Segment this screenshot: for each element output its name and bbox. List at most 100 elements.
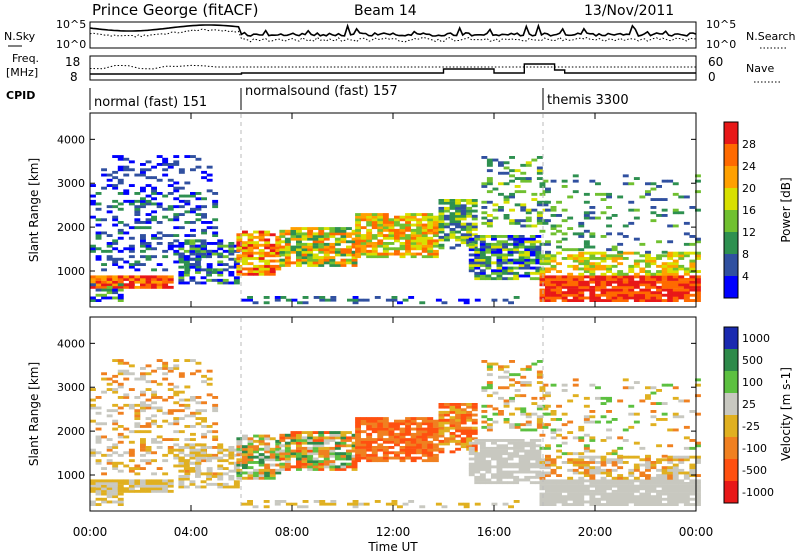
power-cell — [151, 278, 157, 281]
power-cell — [449, 204, 456, 208]
power-cell — [156, 236, 163, 240]
power-cell — [471, 225, 478, 229]
velocity-cell — [167, 451, 174, 455]
power-colorbar-tick-5: 8 — [742, 248, 749, 261]
power-cell — [509, 156, 515, 159]
power-cell — [509, 219, 515, 223]
power-cell — [206, 271, 212, 274]
velocity-cell — [622, 386, 629, 390]
power-cell — [394, 228, 400, 232]
power-cell — [491, 248, 497, 252]
velocity-cell — [639, 500, 646, 504]
power-cell — [518, 266, 525, 270]
power-cell — [117, 275, 124, 279]
velocity-cell — [394, 443, 400, 447]
power-cell — [112, 155, 119, 158]
power-cell — [340, 237, 347, 241]
velocity-cell — [201, 417, 207, 420]
power-cell — [466, 230, 473, 234]
power-cell — [212, 218, 219, 222]
power-cell — [360, 249, 367, 253]
power-cell — [128, 199, 135, 203]
velocity-cell — [382, 459, 389, 463]
velocity-cell — [178, 461, 185, 465]
velocity-cell — [678, 495, 685, 499]
power-cell — [162, 168, 169, 172]
power-cell — [611, 259, 618, 263]
power-cell — [481, 206, 488, 209]
power-cell — [112, 215, 119, 219]
velocity-cell — [474, 465, 481, 469]
power-cell — [438, 220, 445, 223]
velocity-cell — [633, 503, 640, 506]
velocity-cell — [449, 410, 456, 414]
power-cell — [236, 233, 243, 237]
velocity-cell — [556, 500, 562, 504]
power-colorbar-swatch-6 — [724, 254, 738, 277]
velocity-cell — [578, 461, 585, 464]
velocity-cell — [195, 467, 201, 470]
power-cell — [323, 253, 330, 257]
velocity-cell — [117, 489, 124, 493]
velocity-cell — [145, 489, 152, 493]
velocity-cell — [128, 459, 135, 463]
power-cell — [145, 283, 152, 287]
power-cell — [503, 166, 510, 170]
velocity-cell — [173, 364, 180, 368]
power-cell — [600, 192, 607, 196]
power-cell — [672, 285, 679, 289]
velocity-cell — [190, 438, 196, 441]
velocity-cell — [600, 463, 607, 467]
power-cell — [633, 262, 640, 266]
power-cell — [95, 218, 102, 222]
velocity-cell — [449, 405, 456, 409]
power-cell — [410, 234, 417, 237]
power-cell — [167, 184, 174, 187]
power-cell — [474, 264, 481, 267]
power-cell — [545, 259, 551, 263]
power-cell — [468, 245, 475, 249]
velocity-cell — [388, 435, 395, 439]
power-cell — [432, 218, 439, 222]
power-cell — [296, 229, 302, 233]
power-cell — [529, 266, 536, 270]
power-cell — [595, 288, 601, 292]
power-cell — [633, 285, 640, 289]
velocity-cell — [247, 453, 254, 456]
power-cell — [162, 285, 169, 289]
power-cell — [622, 174, 629, 178]
power-cell — [617, 275, 624, 279]
power-cell — [656, 264, 662, 268]
velocity-cell — [90, 406, 96, 410]
power-cell — [578, 267, 585, 271]
power-cell — [622, 285, 629, 289]
velocity-cell — [290, 433, 297, 437]
velocity-colorbar-swatches — [724, 327, 738, 504]
power-cell — [382, 234, 389, 237]
velocity-cell — [514, 389, 521, 392]
power-cell — [410, 244, 417, 248]
power-cell — [253, 251, 259, 255]
power-cell — [578, 235, 585, 238]
velocity-cell — [106, 479, 113, 483]
power-cell — [567, 293, 574, 297]
power-cell — [535, 269, 542, 273]
power-cell — [162, 194, 169, 198]
power-cell — [550, 275, 557, 279]
velocity-cell — [151, 390, 157, 394]
velocity-cell — [667, 383, 674, 387]
power-cell — [589, 299, 596, 302]
velocity-cell — [217, 443, 224, 447]
velocity-cell — [578, 436, 585, 440]
velocity-cell — [183, 467, 190, 470]
power-cell — [689, 206, 696, 209]
velocity-cell — [520, 428, 527, 432]
power-cell — [600, 267, 607, 271]
velocity-cell — [421, 451, 428, 455]
velocity-cell — [90, 503, 96, 506]
velocity-cell — [545, 503, 551, 506]
power-cell — [695, 293, 701, 297]
power-cell — [525, 211, 532, 215]
velocity-cell — [689, 497, 696, 501]
velocity-cell — [672, 468, 679, 472]
